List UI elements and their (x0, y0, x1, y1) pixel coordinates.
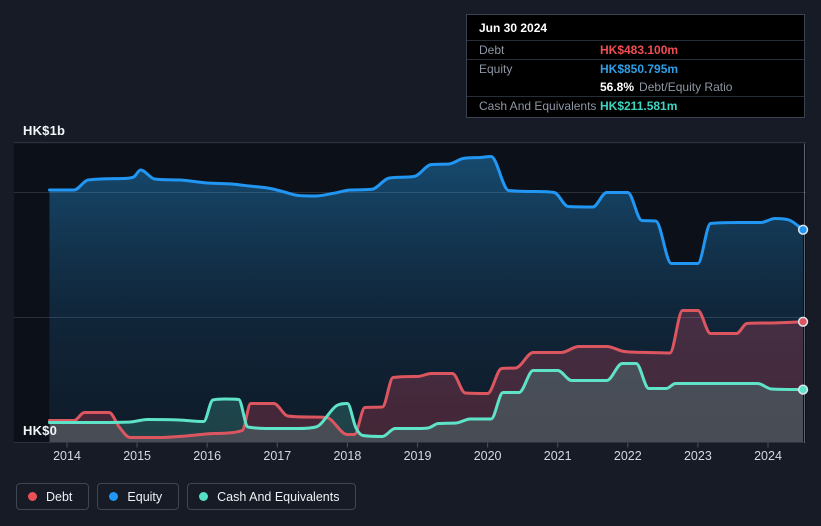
x-axis-label-2017: 2017 (263, 449, 292, 463)
tooltip-cash-row: Cash And Equivalents HK$211.581m (467, 96, 804, 117)
debt-legend-dot (28, 492, 37, 501)
legend: Debt Equity Cash And Equivalents (16, 483, 357, 510)
tooltip-equity-row: Equity HK$850.795m (467, 60, 804, 78)
debt-line (48, 309, 805, 439)
tooltip-equity-label: Equity (479, 62, 513, 76)
cash-endpoint-dot[interactable] (797, 384, 809, 395)
debt-endpoint-dot[interactable] (797, 316, 809, 327)
legend-item-debt[interactable]: Debt (16, 483, 90, 510)
x-axis-label-2018: 2018 (333, 449, 362, 463)
tooltip-ratio-value: 56.8% (600, 80, 635, 94)
tooltip-debt-row: Debt HK$483.100m (467, 41, 804, 60)
y-axis-zero-label: HK$0 (23, 423, 58, 438)
tooltip-debt-label: Debt (479, 43, 505, 57)
x-axis-label-2016: 2016 (193, 449, 222, 463)
legend-item-label: Cash And Equivalents (217, 489, 340, 504)
debt-area (49, 310, 803, 443)
cash-legend-dot (199, 492, 209, 501)
legend-item-label: Debt (46, 489, 73, 504)
cash-line (48, 362, 805, 438)
x-axis-label-2020: 2020 (473, 449, 502, 463)
x-axis-label-2019: 2019 (403, 449, 432, 463)
tooltip-ratio-label: Debt/Equity Ratio (639, 80, 733, 94)
tooltip-cash-value: HK$211.581m (600, 99, 678, 113)
tooltip-debt-value: HK$483.100m (600, 43, 679, 57)
y-axis-max-label: HK$1b (23, 123, 66, 138)
chart-tooltip: Jun 30 2024 Debt HK$483.100m Equity HK$8… (466, 14, 805, 118)
x-axis-label-2024: 2024 (754, 449, 782, 463)
tooltip-cash-label: Cash And Equivalents (479, 99, 597, 113)
legend-item-label: Equity (127, 489, 163, 504)
legend-item-cash[interactable]: Cash And Equivalents (187, 483, 357, 510)
x-axis-label-2021: 2021 (543, 449, 572, 463)
equity-endpoint-dot[interactable] (797, 224, 809, 235)
cash-area (49, 363, 803, 443)
tooltip-ratio-row: 56.8% Debt/Equity Ratio (467, 78, 804, 96)
x-axis-label-2015: 2015 (123, 449, 151, 463)
x-axis-label-2023: 2023 (683, 449, 712, 463)
x-axis-label-2014: 2014 (53, 449, 81, 463)
legend-item-equity[interactable]: Equity (97, 483, 180, 510)
equity-legend-dot (109, 492, 119, 501)
tooltip-equity-value: HK$850.795m (600, 62, 679, 76)
equity-line (48, 155, 805, 265)
x-axis-label-2022: 2022 (613, 449, 642, 463)
tooltip-date: Jun 30 2024 (467, 15, 804, 41)
